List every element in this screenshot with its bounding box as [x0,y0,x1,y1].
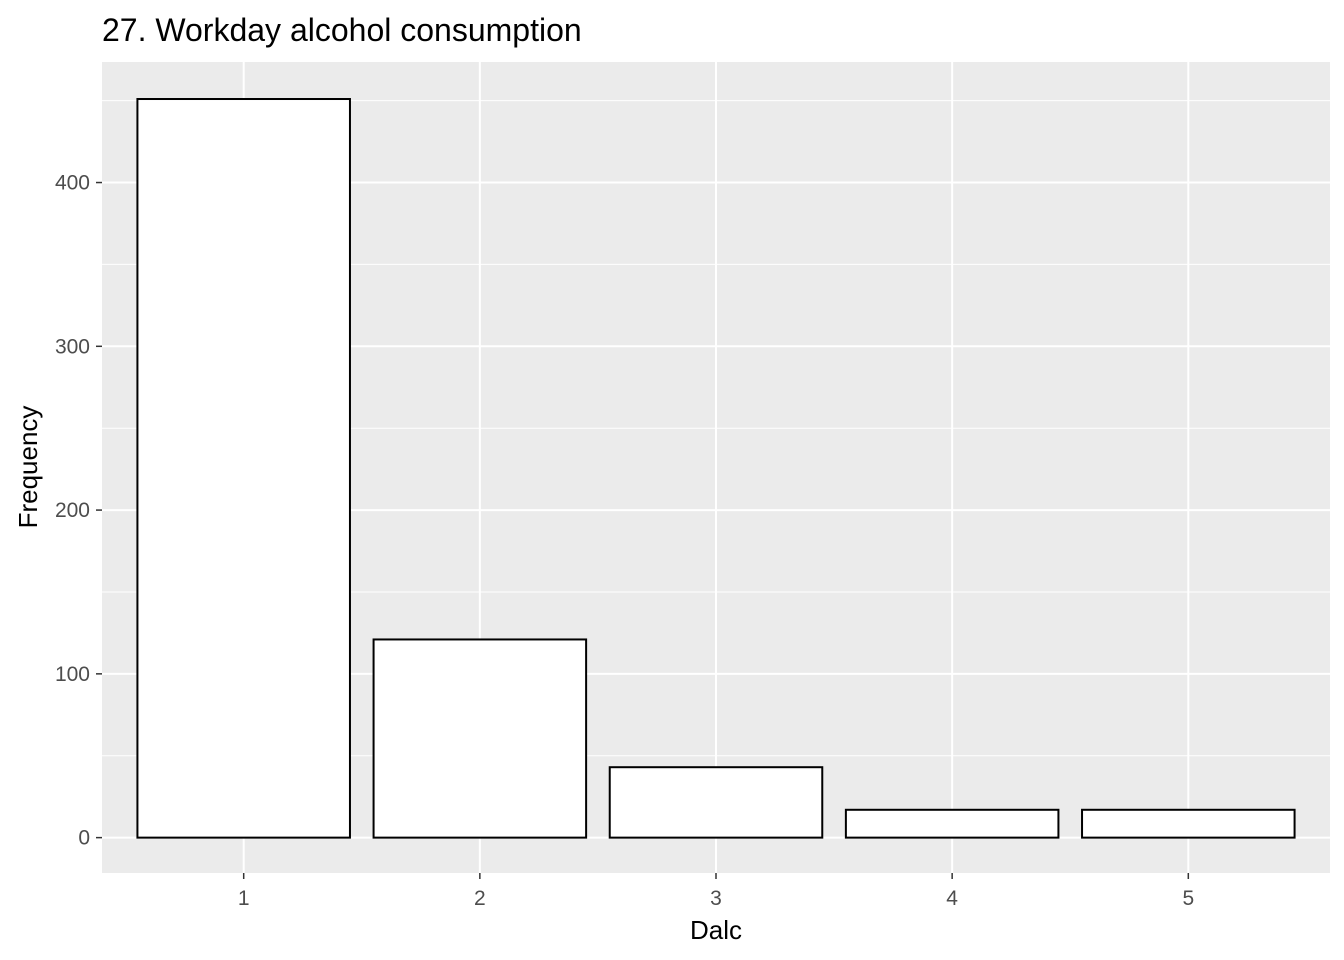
y-axis-title: Frequency [13,406,43,529]
y-tick-label-2: 200 [55,499,90,522]
y-tick-label-4: 400 [55,172,90,195]
x-tick-label-2: 3 [710,887,722,910]
bars [136,98,1296,839]
y-tick-label-0: 0 [78,827,90,850]
bar-3 [608,766,824,839]
bar-1 [136,98,351,839]
x-tick-label-1: 2 [474,887,486,910]
y-tick-label-1: 100 [55,663,90,686]
bar-2 [372,638,588,839]
y-axis: 0 100 200 300 400 [55,172,102,850]
y-tick-label-3: 300 [55,335,90,358]
chart-title: 27. Workday alcohol consumption [102,12,582,48]
bar-4 [844,808,1060,839]
x-tick-label-0: 1 [238,887,250,910]
x-tick-label-4: 5 [1182,887,1194,910]
x-tick-label-3: 4 [946,887,958,910]
bar-5 [1081,808,1296,839]
x-axis: 1 2 3 4 5 [238,873,1194,910]
x-axis-title: Dalc [690,915,742,945]
